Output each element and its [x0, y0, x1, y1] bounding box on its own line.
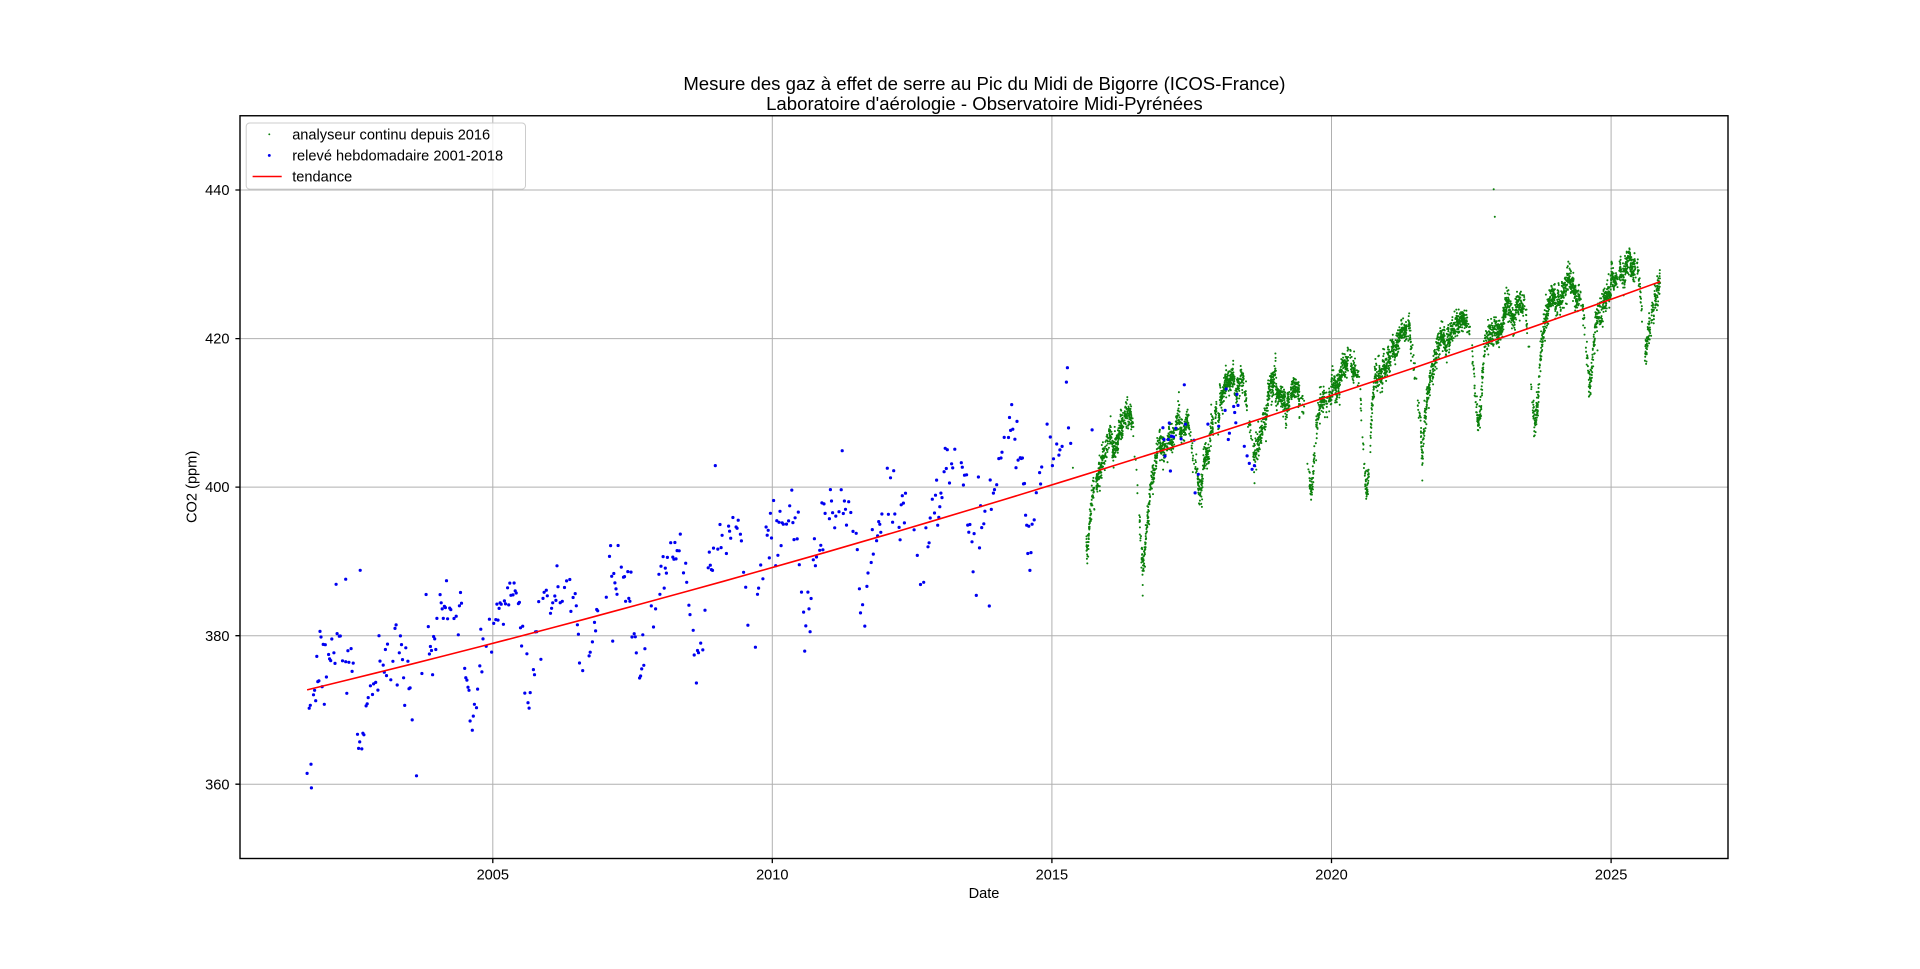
svg-text:2020: 2020 [1315, 868, 1347, 884]
svg-text:tendance: tendance [292, 170, 352, 186]
svg-text:relevé hebdomadaire 2001-2018: relevé hebdomadaire 2001-2018 [292, 149, 503, 165]
svg-text:analyseur continu depuis 2016: analyseur continu depuis 2016 [292, 127, 490, 143]
svg-text:420: 420 [205, 332, 229, 348]
svg-text:Mesure des gaz à effet de serr: Mesure des gaz à effet de serre au Pic d… [683, 73, 1285, 94]
svg-text:Date: Date [969, 886, 1000, 902]
svg-text:2015: 2015 [1036, 868, 1068, 884]
svg-text:2005: 2005 [477, 868, 509, 884]
svg-text:2010: 2010 [756, 868, 788, 884]
svg-text:CO2 (ppm): CO2 (ppm) [185, 451, 201, 523]
svg-text:400: 400 [205, 480, 229, 496]
svg-text:Laboratoire d'aérologie - Obse: Laboratoire d'aérologie - Observatoire M… [766, 93, 1203, 114]
svg-text:2025: 2025 [1595, 868, 1627, 884]
svg-text:380: 380 [205, 629, 229, 645]
svg-text:440: 440 [205, 183, 229, 199]
svg-text:360: 360 [205, 777, 229, 793]
